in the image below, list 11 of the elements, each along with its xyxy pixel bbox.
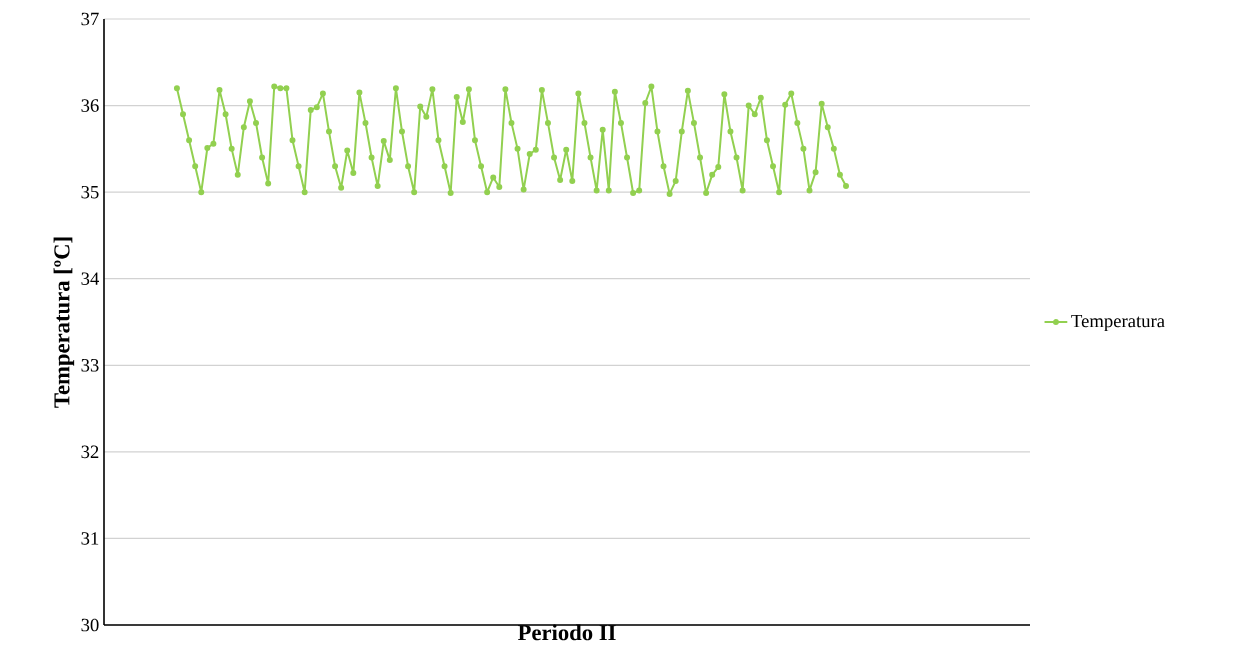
y-tick-label: 31 — [81, 532, 99, 545]
y-tick-label: 33 — [81, 359, 99, 372]
y-tick-label: 35 — [81, 185, 99, 199]
y-axis-title: Temperatura [ºC] — [53, 237, 75, 408]
legend-label: Temperatura — [1071, 314, 1165, 332]
y-tick-label: 30 — [81, 618, 99, 632]
x-axis-title: Periodo II — [517, 624, 616, 641]
y-tick-label: 34 — [81, 272, 100, 285]
y-tick-label: 37 — [81, 12, 99, 26]
y-tick-label: 36 — [81, 99, 99, 112]
y-tick-label: 32 — [81, 445, 99, 459]
